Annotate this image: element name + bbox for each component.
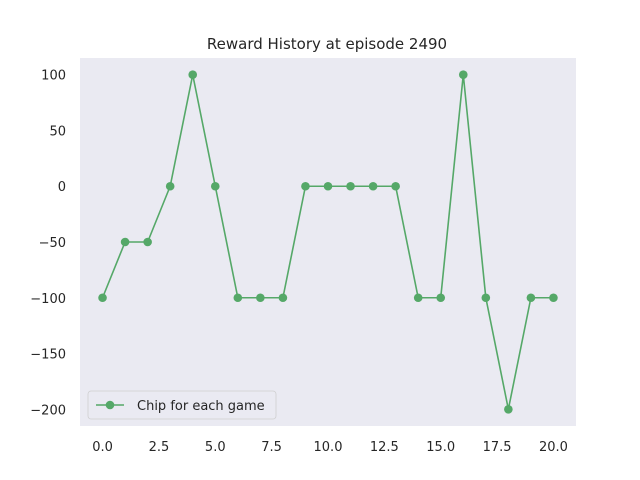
data-point — [346, 181, 355, 191]
legend-label: Chip for each game — [137, 399, 265, 414]
data-point — [120, 237, 130, 247]
data-point — [481, 293, 491, 303]
data-point — [368, 181, 378, 191]
data-point — [98, 293, 107, 303]
data-point — [165, 181, 175, 191]
data-point — [413, 293, 423, 303]
data-point — [233, 293, 243, 303]
x-tick-label: 20.0 — [539, 440, 568, 455]
data-point — [458, 70, 468, 80]
data-point — [143, 237, 152, 247]
y-tick-label: −200 — [30, 403, 66, 418]
y-tick-label: −100 — [30, 292, 66, 307]
y-tick-label: −150 — [30, 348, 66, 363]
data-point — [301, 181, 310, 191]
data-point — [210, 181, 220, 191]
data-point — [436, 293, 446, 303]
series-layer — [98, 70, 558, 414]
x-tick-label: 5.0 — [205, 440, 226, 455]
chart-title: Reward History at episode 2490 — [207, 35, 447, 53]
x-tick-label: 17.5 — [483, 440, 512, 455]
y-tick-label: 0 — [58, 180, 66, 195]
legend: Chip for each game — [87, 390, 277, 420]
x-axis-ticks: 0.0 2.5 5.0 7.5 10.0 12.5 15.0 17.5 20.0 — [92, 440, 568, 455]
data-point — [188, 70, 198, 80]
data-point — [549, 293, 558, 303]
x-tick-label: 10.0 — [314, 440, 343, 455]
x-tick-label: 7.5 — [261, 440, 282, 455]
data-point — [256, 293, 265, 303]
data-point — [278, 293, 288, 303]
y-tick-label: 100 — [41, 69, 66, 84]
y-tick-label: −50 — [39, 236, 66, 251]
legend-marker — [105, 400, 115, 410]
x-tick-label: 15.0 — [426, 440, 455, 455]
y-tick-label: 50 — [49, 124, 66, 139]
data-point — [391, 181, 400, 191]
plot-area — [80, 58, 576, 426]
x-tick-label: 0.0 — [92, 440, 113, 455]
y-axis-ticks: 100 50 0 −50 −100 −150 −200 — [30, 69, 66, 419]
data-point — [504, 404, 513, 414]
data-point — [323, 181, 333, 191]
legend-box — [87, 390, 277, 420]
x-tick-label: 12.5 — [370, 440, 399, 455]
x-tick-label: 2.5 — [149, 440, 170, 455]
data-point — [526, 293, 536, 303]
